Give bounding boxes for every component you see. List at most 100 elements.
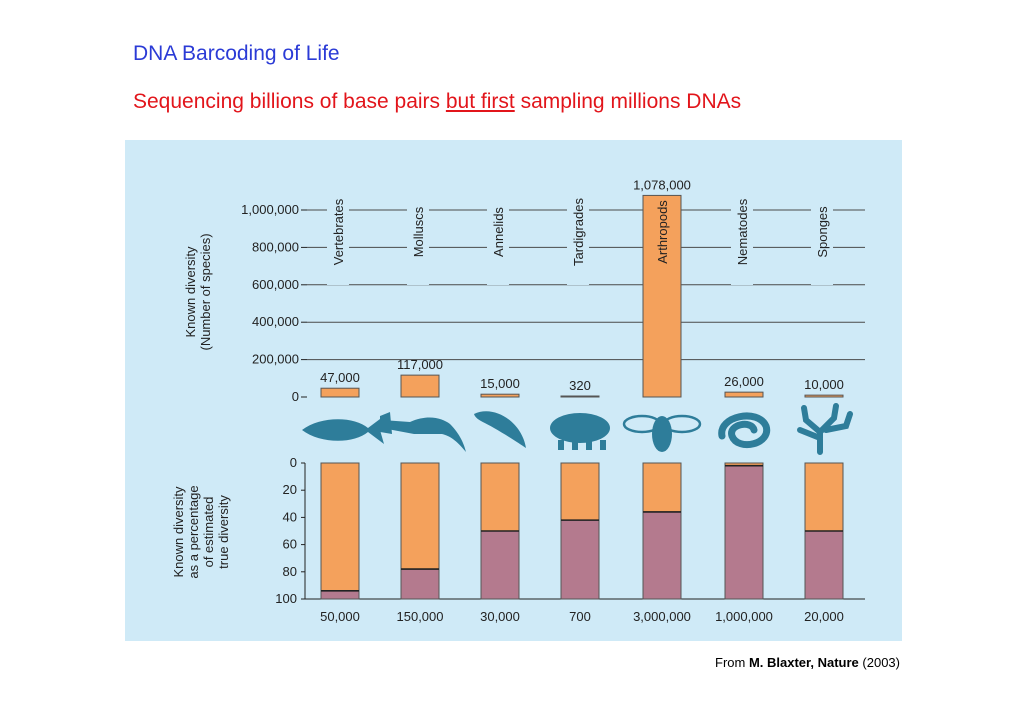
top-tick-label: 600,000 xyxy=(252,277,299,292)
known-species-bar xyxy=(724,391,764,398)
squid-shape xyxy=(382,417,466,452)
squid-fin xyxy=(380,412,392,434)
estimated-true-diversity-label: 20,000 xyxy=(804,609,844,624)
bottom-y-axis-label-line: true diversity xyxy=(216,495,231,569)
unknown-percent-bar xyxy=(560,519,600,600)
subtitle-underlined: but first xyxy=(445,90,515,113)
bar-value-label: 10,000 xyxy=(804,377,844,392)
top-y-axis-label-line: (Number of species) xyxy=(198,233,213,350)
category-label-backdrop xyxy=(567,185,589,285)
worm-icon xyxy=(474,411,526,448)
tardigrade-leg xyxy=(558,440,564,450)
top-y-axis-label-line: Known diversity xyxy=(183,246,198,338)
nematode-icon xyxy=(718,412,771,449)
category-label-backdrop xyxy=(327,185,349,285)
tardigrade-icon xyxy=(550,413,610,450)
citation-year: (2003) xyxy=(858,655,900,670)
citation-prefix: From xyxy=(715,655,749,670)
sponge-shape xyxy=(797,403,853,455)
bottom-tick-label: 60 xyxy=(283,537,297,552)
category-label-backdrop xyxy=(407,185,429,285)
known-species-bar xyxy=(642,194,682,398)
bee-icon xyxy=(622,414,702,452)
category-label: Sponges xyxy=(815,206,830,258)
fish-icon xyxy=(302,416,384,444)
species-diversity-chart: 0 200,000 400,000 600,000 800,000 1,000,000 47… xyxy=(125,140,902,641)
estimated-true-diversity-label: 700 xyxy=(569,609,591,624)
bar-value-label: 320 xyxy=(569,378,591,393)
estimated-true-diversity-label: 30,000 xyxy=(480,609,520,624)
subtitle-part-2: sampling millions DNAs xyxy=(514,90,742,113)
category-label-backdrop xyxy=(811,185,833,285)
bottom-y-axis-label: Known diversityas a percentageof estimat… xyxy=(171,485,231,578)
bar-value-label: 26,000 xyxy=(724,374,764,389)
unknown-percent-bar xyxy=(320,590,360,600)
nematode-shape xyxy=(718,412,771,449)
known-percent-bar xyxy=(560,462,600,521)
bottom-y-axis-label-line: as a percentage xyxy=(186,485,201,578)
bar-value-label: 117,000 xyxy=(397,357,443,372)
citation: From M. Blaxter, Nature (2003) xyxy=(715,655,900,670)
subtitle-part-1: Sequencing billions of base pairs xyxy=(133,90,446,113)
bee-wing-left xyxy=(622,414,662,434)
bar-value-label: 47,000 xyxy=(320,370,360,385)
percent-known-chart: 0 20 40 60 80 100 50,000 150,000 30,000 700 3,000,… xyxy=(171,455,865,624)
tardigrade-leg xyxy=(600,440,606,450)
top-tick-label: 1,000,000 xyxy=(241,202,299,217)
category-label-backdrop xyxy=(487,185,509,285)
unknown-percent-bar xyxy=(724,465,764,600)
citation-source: M. Blaxter, Nature xyxy=(748,655,859,670)
unknown-percent-bar xyxy=(804,530,844,600)
known-species-bar xyxy=(804,394,844,398)
top-y-axis-label: Known diversity(Number of species) xyxy=(183,233,213,350)
top-tick-label: 0 xyxy=(292,389,299,404)
top-tick-label: 800,000 xyxy=(252,239,299,254)
known-species-bar xyxy=(480,393,520,398)
bottom-tick-label: 20 xyxy=(283,482,297,497)
bottom-y-axis-label-line: Known diversity xyxy=(171,486,186,578)
known-species-chart: 0 200,000 400,000 600,000 800,000 1,000,000 47… xyxy=(183,177,865,404)
bottom-tick-label: 100 xyxy=(275,591,297,606)
animal-icons xyxy=(302,403,853,455)
known-percent-bar xyxy=(480,462,520,532)
category-label: Vertebrates xyxy=(331,198,346,265)
bee-body xyxy=(652,416,672,452)
category-label: Nematodes xyxy=(735,198,750,265)
known-percent-bar xyxy=(642,462,682,513)
estimated-true-diversity-label: 1,000,000 xyxy=(715,609,773,624)
bottom-y-axis-label-line: of estimated xyxy=(201,497,216,568)
slide-subtitle: Sequencing billions of base pairs but fi… xyxy=(133,90,741,114)
bottom-tick-label: 80 xyxy=(283,564,297,579)
known-species-bar xyxy=(320,387,360,398)
slide-title: DNA Barcoding of Life xyxy=(133,42,340,65)
category-label: Tardigrades xyxy=(571,198,586,266)
category-label: Arthropods xyxy=(655,200,670,264)
bar-value-label: 1,078,000 xyxy=(633,177,691,192)
top-tick-label: 200,000 xyxy=(252,352,299,367)
bottom-tick-label: 0 xyxy=(290,455,297,470)
estimated-true-diversity-label: 150,000 xyxy=(397,609,444,624)
estimated-true-diversity-label: 50,000 xyxy=(320,609,360,624)
category-label: Molluscs xyxy=(411,206,426,257)
unknown-percent-bar xyxy=(400,568,440,600)
category-label-backdrop xyxy=(731,185,753,285)
known-percent-bar xyxy=(320,462,360,592)
bee-wing-right xyxy=(662,414,702,434)
sponge-icon xyxy=(797,403,853,455)
unknown-percent-bar xyxy=(642,511,682,600)
known-percent-bar xyxy=(400,462,440,570)
unknown-percent-bar xyxy=(480,530,520,600)
category-label: Annelids xyxy=(491,207,506,257)
tardigrade-leg xyxy=(572,440,578,450)
fish-shape xyxy=(302,416,384,444)
tardigrade-body xyxy=(550,413,610,443)
top-tick-label: 400,000 xyxy=(252,314,299,329)
tardigrade-leg xyxy=(586,440,592,450)
known-species-bar xyxy=(400,374,440,398)
worm-shape xyxy=(474,411,526,448)
known-species-bar xyxy=(560,395,600,398)
known-percent-bar xyxy=(804,462,844,532)
bottom-tick-label: 40 xyxy=(283,509,297,524)
estimated-true-diversity-label: 3,000,000 xyxy=(633,609,691,624)
bar-value-label: 15,000 xyxy=(480,376,520,391)
